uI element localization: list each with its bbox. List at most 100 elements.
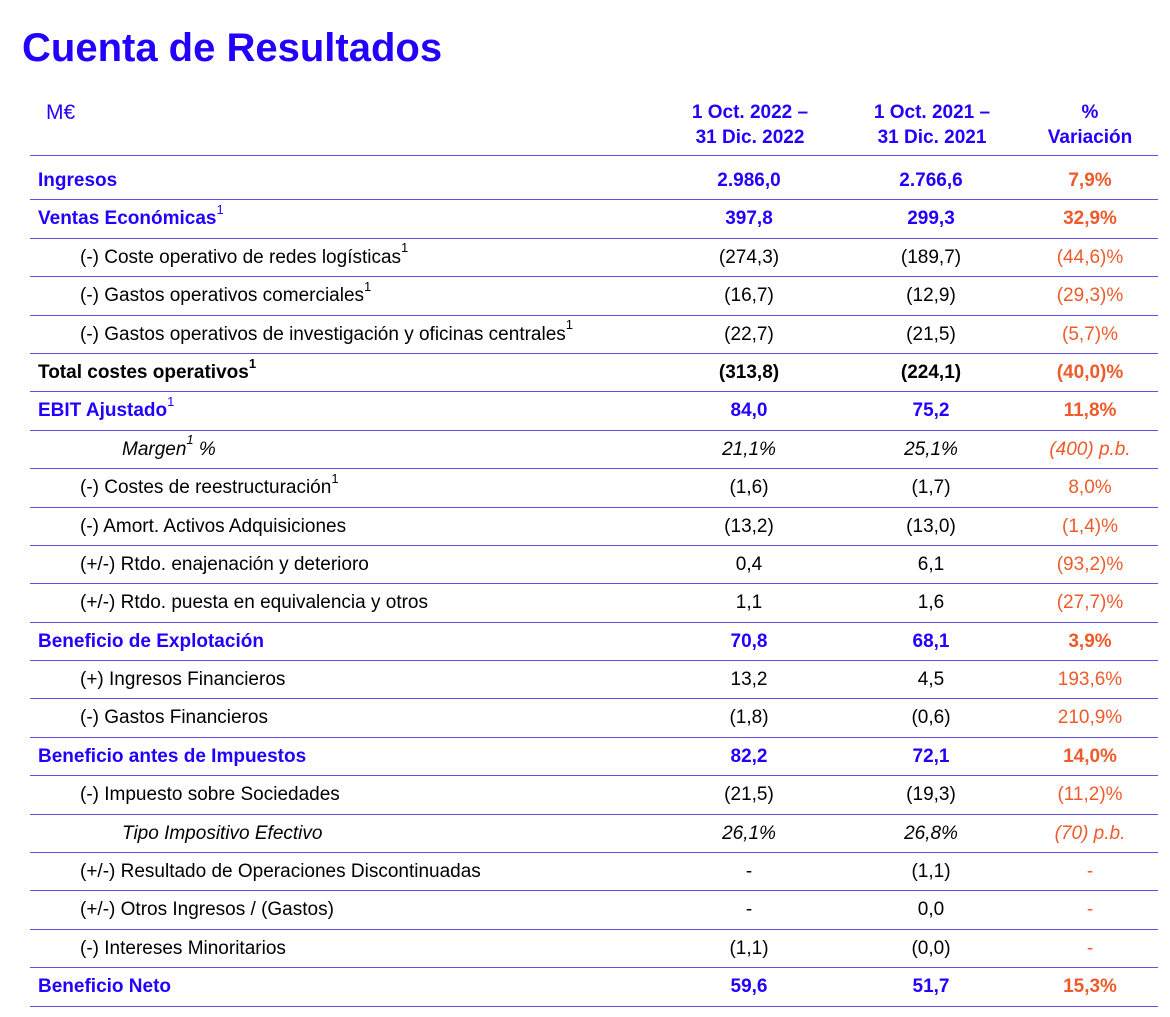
- value-2022: (1,6): [729, 477, 769, 499]
- row-label-text: EBIT Ajustado: [38, 400, 168, 422]
- table-row: (+/-) Otros Ingresos / (Gastos) - 0,0 -: [0, 891, 1170, 931]
- column-header-2021-line2: 31 Dic. 2021: [877, 127, 987, 148]
- table-row: (+/-) Resultado de Operaciones Discontin…: [0, 853, 1170, 892]
- row-label: Beneficio antes de Impuestos: [38, 738, 306, 776]
- footnote-marker: 1: [186, 432, 194, 448]
- row-label: Beneficio Neto: [38, 968, 171, 1006]
- column-header-2022-line1: 1 Oct. 2022 –: [691, 102, 809, 123]
- value-2021: (1,7): [911, 477, 951, 499]
- table-row: Beneficio de Explotación 70,8 68,1 3,9%: [0, 623, 1170, 662]
- row-label-text: Tipo Impositivo Efectivo: [122, 822, 323, 844]
- column-header-2021: 1 Oct. 2021 – 31 Dic. 2021: [842, 100, 1022, 156]
- row-label: Ventas Económicas1: [38, 200, 224, 238]
- value-variation: 8,0%: [1068, 477, 1112, 499]
- row-label-text: (+/-) Resultado de Operaciones Discontin…: [80, 861, 481, 883]
- row-label: (-) Costes de reestructuración1: [80, 469, 339, 507]
- value-variation: (400) p.b.: [1049, 438, 1131, 460]
- value-variation: 32,9%: [1063, 208, 1117, 230]
- table-row: Ventas Económicas1 397,8 299,3 32,9%: [0, 200, 1170, 240]
- value-variation: (11,2)%: [1057, 784, 1123, 806]
- value-variation: -: [1086, 899, 1094, 921]
- row-label: (-) Impuesto sobre Sociedades: [80, 776, 340, 814]
- row-label: (-) Intereses Minoritarios: [80, 930, 286, 968]
- value-2022: (21,5): [724, 784, 774, 806]
- value-2022: (13,2): [724, 515, 774, 537]
- row-label-text: (-) Gastos operativos comerciales: [80, 285, 365, 307]
- value-2021: 25,1%: [904, 438, 958, 460]
- column-header-2022-line2: 31 Dic. 2022: [695, 127, 805, 148]
- value-variation: 3,9%: [1068, 630, 1112, 652]
- value-variation: (27,7)%: [1056, 592, 1124, 614]
- column-header-variation-line1: %: [1081, 102, 1099, 123]
- value-variation: 193,6%: [1057, 669, 1123, 691]
- row-label-text: (+/-) Rtdo. puesta en equivalencia y otr…: [80, 592, 428, 614]
- value-2021: (13,0): [906, 515, 956, 537]
- value-variation: (93,2)%: [1056, 553, 1124, 575]
- row-label: (-) Coste operativo de redes logísticas1: [80, 239, 408, 277]
- value-variation: (40,0)%: [1056, 361, 1124, 383]
- value-2021: (189,7): [900, 246, 962, 268]
- value-2021: 299,3: [907, 208, 955, 230]
- value-variation: 14,0%: [1063, 745, 1117, 767]
- table-row: (-) Amort. Activos Adquisiciones (13,2) (1…: [0, 508, 1170, 547]
- value-2022: (16,7): [724, 285, 774, 307]
- table-row: Beneficio antes de Impuestos 82,2 72,1 14,0…: [0, 738, 1170, 777]
- footnote-marker: 1: [401, 240, 409, 256]
- row-label-text: (-) Gastos Financieros: [80, 707, 268, 729]
- value-2022: (274,3): [718, 246, 780, 268]
- footnote-marker: 1: [216, 202, 224, 218]
- row-label-text: (-) Impuesto sobre Sociedades: [80, 784, 340, 806]
- value-2022: -: [745, 861, 753, 883]
- table-row: (-) Gastos operativos de investigación y…: [0, 316, 1170, 355]
- value-2022: (313,8): [718, 361, 780, 383]
- table-row: (+/-) Rtdo. enajenación y deterioro 0,4 6,…: [0, 546, 1170, 585]
- value-variation: 7,9%: [1068, 170, 1112, 191]
- row-label: (+) Ingresos Financieros: [80, 661, 285, 699]
- footnote-marker: 1: [565, 317, 574, 333]
- value-2021: 26,8%: [904, 822, 958, 844]
- value-2022: 1,1: [735, 592, 763, 614]
- value-variation: -: [1086, 861, 1094, 883]
- row-label: (-) Gastos Financieros: [80, 699, 268, 737]
- column-header-2022: 1 Oct. 2022 – 31 Dic. 2022: [660, 100, 840, 156]
- value-2022: -: [745, 899, 753, 921]
- value-2022: 82,2: [730, 745, 768, 767]
- row-label: (+/-) Rtdo. enajenación y deterioro: [80, 546, 369, 584]
- row-label: (-) Gastos operativos de investigación y…: [80, 316, 573, 354]
- value-2021: 4,5: [917, 669, 945, 691]
- value-2021: 75,2: [912, 400, 950, 422]
- footnote-marker: 1: [331, 470, 339, 486]
- row-label-text: (-) Amort. Activos Adquisiciones: [80, 515, 347, 537]
- row-label: Margen1 %: [122, 431, 216, 469]
- value-2022: 397,8: [725, 208, 773, 230]
- table-row: Tipo Impositivo Efectivo 26,1% 26,8% (70) p…: [0, 815, 1170, 854]
- value-variation: 15,3%: [1063, 976, 1117, 998]
- row-label-text: (+) Ingresos Financieros: [80, 669, 286, 691]
- row-label-text: Ventas Económicas: [38, 208, 217, 230]
- value-2022: 84,0: [730, 400, 768, 422]
- value-2022: (1,8): [729, 707, 769, 729]
- value-2021: 72,1: [912, 745, 950, 767]
- row-label-text: Ingresos: [38, 170, 118, 191]
- value-variation: 210,9%: [1057, 707, 1123, 729]
- table-row: (-) Coste operativo de redes logísticas1…: [0, 239, 1170, 278]
- row-label-text: Margen: [122, 438, 187, 460]
- row-label: (+/-) Rtdo. puesta en equivalencia y otr…: [80, 584, 428, 622]
- row-label: (+/-) Resultado de Operaciones Discontin…: [80, 853, 481, 891]
- value-2021: (19,3): [906, 784, 956, 806]
- row-label-text: (+/-) Rtdo. enajenación y deterioro: [80, 553, 369, 575]
- value-2022: 26,1%: [722, 822, 776, 844]
- table-row: (-) Costes de reestructuración1 (1,6) (1,7…: [0, 469, 1170, 508]
- value-2022: 70,8: [730, 630, 768, 652]
- row-label: Tipo Impositivo Efectivo: [122, 815, 322, 853]
- footnote-marker: 1: [167, 394, 175, 410]
- row-label-text: Beneficio antes de Impuestos: [38, 745, 307, 767]
- table-row: Ingresos 2.986,0 2.766,6 7,9%: [0, 162, 1170, 201]
- row-label-text: (-) Costes de reestructuración: [80, 477, 332, 499]
- income-statement-table: Ingresos 2.986,0 2.766,6 7,9% Ventas Económi…: [0, 162, 1170, 1007]
- row-label: Beneficio de Explotación: [38, 623, 264, 661]
- value-2021: 6,1: [917, 553, 945, 575]
- table-row: (-) Gastos Financieros (1,8) (0,6) 210,9%: [0, 699, 1170, 739]
- table-row: (+/-) Rtdo. puesta en equivalencia y otr…: [0, 584, 1170, 624]
- row-label: (+/-) Otros Ingresos / (Gastos): [80, 891, 334, 929]
